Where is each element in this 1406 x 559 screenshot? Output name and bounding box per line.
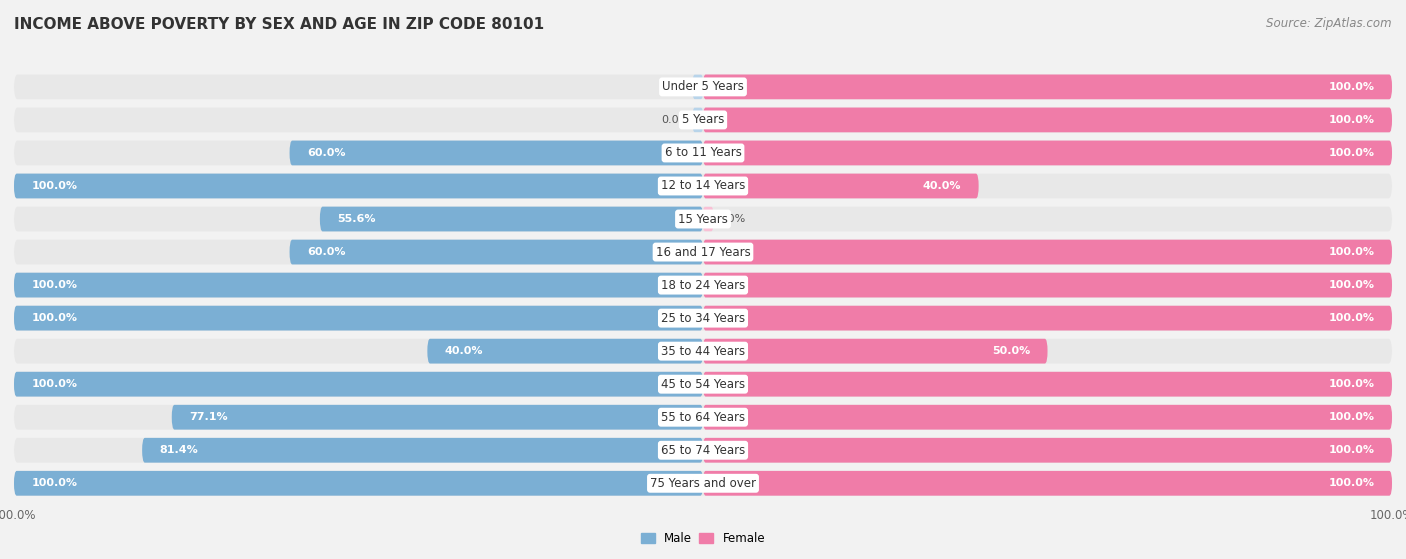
- Text: 55 to 64 Years: 55 to 64 Years: [661, 411, 745, 424]
- Text: 100.0%: 100.0%: [1329, 247, 1375, 257]
- Text: 50.0%: 50.0%: [993, 346, 1031, 356]
- FancyBboxPatch shape: [427, 339, 703, 363]
- FancyBboxPatch shape: [14, 405, 1392, 430]
- Text: 5 Years: 5 Years: [682, 113, 724, 126]
- FancyBboxPatch shape: [290, 140, 703, 165]
- Text: INCOME ABOVE POVERTY BY SEX AND AGE IN ZIP CODE 80101: INCOME ABOVE POVERTY BY SEX AND AGE IN Z…: [14, 17, 544, 32]
- Text: 60.0%: 60.0%: [307, 148, 346, 158]
- Text: 60.0%: 60.0%: [307, 247, 346, 257]
- Text: 12 to 14 Years: 12 to 14 Years: [661, 179, 745, 192]
- Text: 100.0%: 100.0%: [1329, 412, 1375, 422]
- FancyBboxPatch shape: [703, 140, 1392, 165]
- FancyBboxPatch shape: [703, 207, 713, 231]
- Text: 15 Years: 15 Years: [678, 212, 728, 225]
- Text: Source: ZipAtlas.com: Source: ZipAtlas.com: [1267, 17, 1392, 30]
- FancyBboxPatch shape: [14, 107, 1392, 132]
- Text: 100.0%: 100.0%: [31, 181, 77, 191]
- Text: 55.6%: 55.6%: [337, 214, 375, 224]
- Text: 75 Years and over: 75 Years and over: [650, 477, 756, 490]
- FancyBboxPatch shape: [142, 438, 703, 463]
- FancyBboxPatch shape: [14, 273, 703, 297]
- Text: 40.0%: 40.0%: [444, 346, 484, 356]
- Text: 81.4%: 81.4%: [159, 446, 198, 455]
- FancyBboxPatch shape: [14, 174, 703, 198]
- Legend: Male, Female: Male, Female: [636, 527, 770, 549]
- FancyBboxPatch shape: [703, 240, 1392, 264]
- FancyBboxPatch shape: [14, 372, 703, 396]
- FancyBboxPatch shape: [14, 273, 1392, 297]
- FancyBboxPatch shape: [693, 108, 703, 132]
- Text: 45 to 54 Years: 45 to 54 Years: [661, 378, 745, 391]
- FancyBboxPatch shape: [14, 207, 1392, 231]
- FancyBboxPatch shape: [14, 140, 1392, 165]
- Text: 65 to 74 Years: 65 to 74 Years: [661, 444, 745, 457]
- Text: 100.0%: 100.0%: [31, 280, 77, 290]
- FancyBboxPatch shape: [703, 372, 1392, 396]
- FancyBboxPatch shape: [14, 438, 1392, 463]
- FancyBboxPatch shape: [319, 207, 703, 231]
- Text: 100.0%: 100.0%: [1329, 446, 1375, 455]
- Text: 0.0%: 0.0%: [661, 82, 689, 92]
- Text: 16 and 17 Years: 16 and 17 Years: [655, 245, 751, 259]
- FancyBboxPatch shape: [14, 174, 1392, 198]
- FancyBboxPatch shape: [14, 471, 1392, 496]
- FancyBboxPatch shape: [14, 74, 1392, 100]
- Text: 18 to 24 Years: 18 to 24 Years: [661, 278, 745, 292]
- Text: 25 to 34 Years: 25 to 34 Years: [661, 311, 745, 325]
- FancyBboxPatch shape: [703, 339, 1047, 363]
- FancyBboxPatch shape: [14, 306, 1392, 330]
- Text: 35 to 44 Years: 35 to 44 Years: [661, 345, 745, 358]
- Text: 100.0%: 100.0%: [31, 479, 77, 488]
- FancyBboxPatch shape: [14, 471, 703, 496]
- FancyBboxPatch shape: [693, 75, 703, 99]
- FancyBboxPatch shape: [703, 107, 1392, 132]
- Text: 100.0%: 100.0%: [31, 379, 77, 389]
- Text: 100.0%: 100.0%: [1329, 479, 1375, 488]
- FancyBboxPatch shape: [14, 372, 1392, 396]
- Text: 77.1%: 77.1%: [188, 412, 228, 422]
- Text: 0.0%: 0.0%: [717, 214, 745, 224]
- FancyBboxPatch shape: [703, 74, 1392, 100]
- Text: 100.0%: 100.0%: [1329, 313, 1375, 323]
- FancyBboxPatch shape: [703, 306, 1392, 330]
- FancyBboxPatch shape: [703, 174, 979, 198]
- FancyBboxPatch shape: [14, 339, 1392, 363]
- FancyBboxPatch shape: [14, 306, 703, 330]
- FancyBboxPatch shape: [703, 471, 1392, 496]
- FancyBboxPatch shape: [290, 240, 703, 264]
- FancyBboxPatch shape: [172, 405, 703, 430]
- Text: Under 5 Years: Under 5 Years: [662, 80, 744, 93]
- Text: 0.0%: 0.0%: [661, 115, 689, 125]
- Text: 100.0%: 100.0%: [1329, 115, 1375, 125]
- FancyBboxPatch shape: [14, 240, 1392, 264]
- FancyBboxPatch shape: [703, 405, 1392, 430]
- Text: 100.0%: 100.0%: [1329, 148, 1375, 158]
- Text: 6 to 11 Years: 6 to 11 Years: [665, 146, 741, 159]
- Text: 100.0%: 100.0%: [31, 313, 77, 323]
- Text: 40.0%: 40.0%: [922, 181, 962, 191]
- FancyBboxPatch shape: [703, 438, 1392, 463]
- Text: 100.0%: 100.0%: [1329, 82, 1375, 92]
- Text: 100.0%: 100.0%: [1329, 280, 1375, 290]
- FancyBboxPatch shape: [703, 273, 1392, 297]
- Text: 100.0%: 100.0%: [1329, 379, 1375, 389]
